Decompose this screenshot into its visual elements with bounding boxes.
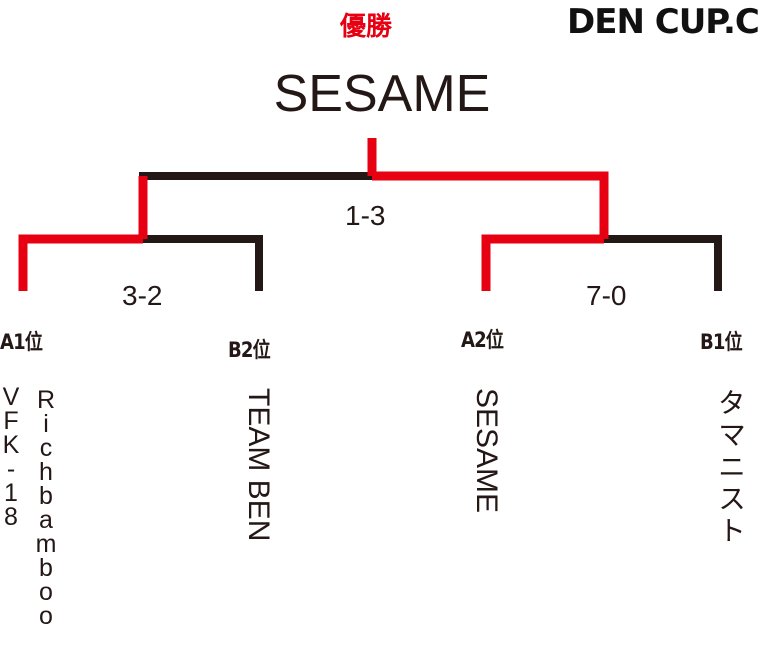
team-a1-letter: 8 bbox=[0, 505, 25, 529]
team-a1-letter: o bbox=[32, 604, 60, 628]
team-a1-letter: b bbox=[32, 556, 60, 580]
seed-b2: B2位 bbox=[228, 334, 270, 364]
team-a1-letter: b bbox=[32, 484, 60, 508]
team-a1-letter: R bbox=[32, 388, 60, 412]
team-a1-letter: i bbox=[32, 412, 60, 436]
team-a1-letter: h bbox=[32, 460, 60, 484]
team-a1-letter: F bbox=[0, 409, 25, 433]
team-b2-name: TEAM BEN bbox=[241, 388, 275, 541]
team-a2-name: SESAME bbox=[469, 388, 503, 513]
team-a1-letter: V bbox=[0, 385, 25, 409]
team-a1-letter: 1 bbox=[0, 481, 25, 505]
team-b1-name: タマニスト bbox=[710, 388, 750, 548]
seed-b1: B1位 bbox=[700, 326, 742, 356]
final-left-line bbox=[143, 176, 372, 200]
team-a1-letter: m bbox=[32, 532, 60, 556]
team-a1-letter: a bbox=[32, 508, 60, 532]
team-a1-letter: K bbox=[0, 433, 25, 457]
seed-a2: A2位 bbox=[461, 324, 503, 354]
team-a1-letter: c bbox=[32, 436, 60, 460]
semi-right-score: 7-0 bbox=[586, 280, 626, 312]
team-a1-letter: - bbox=[0, 457, 25, 481]
team-a1-letter: o bbox=[32, 580, 60, 604]
final-right-line bbox=[372, 176, 604, 239]
final-score: 1-3 bbox=[345, 200, 385, 232]
seed-a1: A1位 bbox=[0, 326, 42, 356]
semi-left-score: 3-2 bbox=[122, 280, 162, 312]
